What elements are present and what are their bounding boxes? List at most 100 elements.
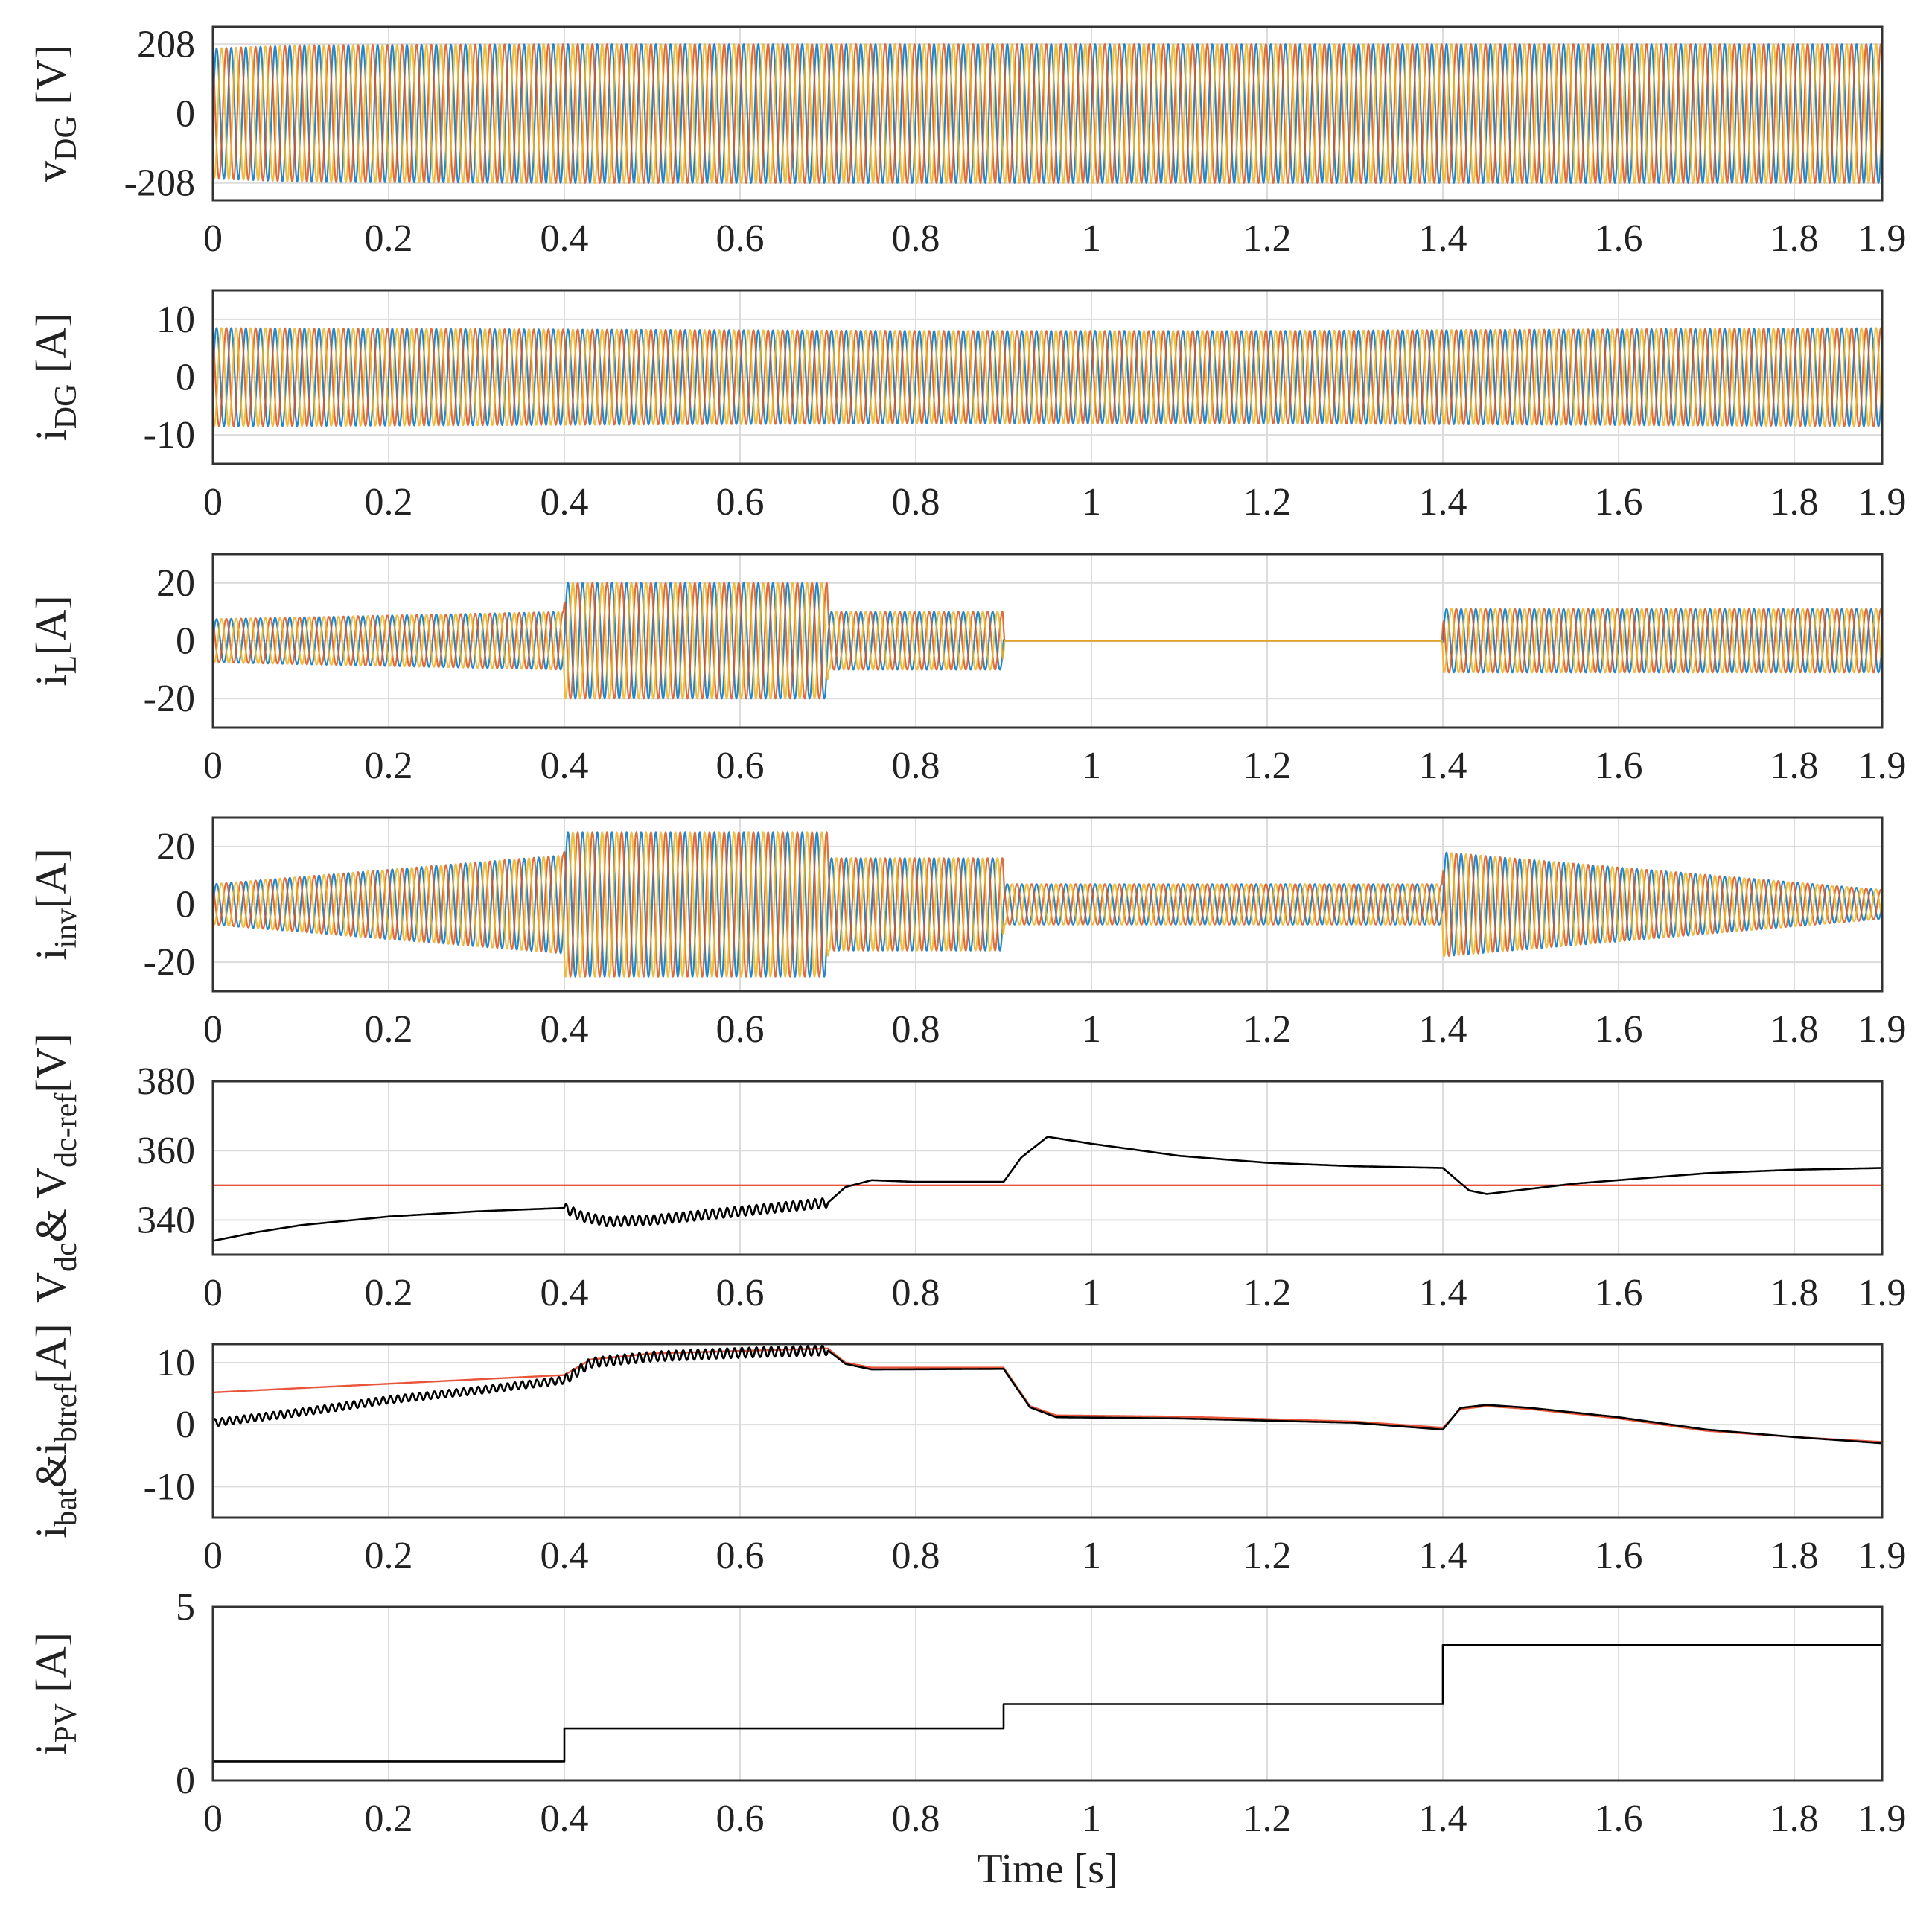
panel-ibat: 0 0.2 0.4 0.6 0.8 1 1.2 1.4 1.6 1.8 1.9100-10ibat&… — [27, 1323, 1907, 1577]
x-tick-label: 1.9 — [1858, 745, 1907, 787]
x-tick-label: 1.2 — [1243, 481, 1292, 523]
plot-border — [211, 1605, 1884, 1782]
series-group — [213, 582, 1882, 700]
x-tick-label: 0.4 — [541, 1008, 589, 1051]
x-tick-label: 0.8 — [892, 217, 940, 260]
x-tick-label: 0.2 — [365, 481, 413, 523]
y-tick-label: 20 — [156, 562, 195, 605]
x-tick-label: 1.9 — [1858, 217, 1907, 260]
x-tick-label: 0.6 — [716, 1798, 765, 1840]
x-tick-label: 1.8 — [1770, 1272, 1819, 1314]
series-i-bat — [213, 1344, 1882, 1445]
x-axis-label: Time [s] — [977, 1846, 1118, 1892]
x-tick-label: 0.6 — [716, 217, 765, 260]
y-axis-label: ibat&ibtref[A] — [27, 1323, 83, 1538]
y-tick-label: 380 — [137, 1060, 195, 1103]
y-tick-label: 360 — [137, 1130, 195, 1172]
x-tick-label: 0.6 — [716, 481, 765, 523]
x-tick-label: 0.4 — [541, 217, 589, 260]
plot-area — [211, 1343, 1884, 1519]
x-tick-label: 1.4 — [1419, 1008, 1467, 1051]
x-tick-label: 0.2 — [365, 1535, 413, 1577]
x-tick-label: 1 — [1082, 745, 1101, 787]
y-tick-label: 10 — [156, 1342, 195, 1384]
x-tick-label: 1 — [1082, 1272, 1101, 1314]
x-tick-label: 0.4 — [541, 1272, 589, 1314]
y-tick-label: 208 — [137, 23, 195, 66]
x-tick-label: 1.2 — [1243, 1272, 1292, 1314]
series-i-btref — [213, 1347, 1882, 1443]
panel-iinv: 0 0.2 0.4 0.6 0.8 1 1.2 1.4 1.6 1.8 1.9200-20iinv[… — [27, 816, 1907, 1051]
x-tick-label: 1.9 — [1858, 1272, 1907, 1314]
panel-vdc: 0 0.2 0.4 0.6 0.8 1 1.2 1.4 1.6 1.8 1.9 380 360 340 Vd… — [27, 1033, 1907, 1314]
series-group — [213, 327, 1882, 427]
x-tick-label: 1.2 — [1243, 745, 1292, 787]
x-tick-label: 1.6 — [1595, 1008, 1643, 1051]
plot-border — [211, 816, 1884, 993]
x-tick-label: 1.9 — [1858, 1535, 1907, 1577]
series-group — [213, 43, 1882, 184]
plot-border — [211, 1343, 1884, 1519]
y-tick-label: 0 — [176, 620, 195, 663]
x-tick-label: 0.4 — [541, 1535, 589, 1577]
series-phase-c — [213, 327, 1882, 427]
plot-area — [211, 1080, 1884, 1256]
plot-border — [211, 25, 1884, 202]
series-phase-b — [213, 327, 1882, 427]
x-tick-label: 0.6 — [716, 745, 765, 787]
series-v-dc — [213, 1136, 1882, 1242]
plot-border — [211, 553, 1884, 729]
series-phase-c — [213, 831, 1882, 978]
x-tick-label: 0 — [203, 1798, 223, 1840]
x-tick-label: 1.4 — [1419, 745, 1467, 787]
y-tick-label: 10 — [156, 299, 195, 341]
x-tick-label: 0.4 — [541, 745, 589, 787]
series-phase-b — [213, 43, 1882, 184]
x-tick-label: 1.4 — [1419, 217, 1467, 260]
x-tick-label: 0.6 — [716, 1008, 765, 1051]
x-tick-label: 0 — [203, 1008, 223, 1051]
x-tick-label: 0.2 — [365, 1798, 413, 1840]
x-tick-label: 0.8 — [892, 1008, 940, 1051]
x-tick-label: 1.2 — [1243, 217, 1292, 260]
x-tick-label: 0.8 — [892, 1272, 940, 1314]
x-tick-label: 1.9 — [1858, 481, 1907, 523]
x-tick-label: 0.8 — [892, 1535, 940, 1577]
series-phase-c — [213, 43, 1882, 184]
series-i-pv — [213, 1644, 1882, 1763]
x-tick-label: 0 — [203, 1272, 223, 1314]
y-tick-label: 0 — [176, 1404, 195, 1446]
series-phase-a — [213, 831, 1882, 978]
x-tick-label: 0.2 — [365, 217, 413, 260]
y-axis-label: iinv[A] — [27, 848, 83, 960]
x-tick-label: 1.2 — [1243, 1008, 1292, 1051]
y-tick-label: -10 — [144, 1465, 195, 1508]
x-tick-label: 0.8 — [892, 745, 940, 787]
x-tick-label: 1.6 — [1595, 1272, 1643, 1314]
x-tick-label: 1.8 — [1770, 1535, 1819, 1577]
plot-area — [211, 1605, 1884, 1782]
x-tick-label: 1 — [1082, 1535, 1101, 1577]
x-tick-label: 0 — [203, 481, 223, 523]
x-tick-label: 1.8 — [1770, 481, 1819, 523]
y-tick-label: 5 — [176, 1586, 195, 1629]
panel-vdg: 0 0.2 0.4 0.6 0.8 1 1.2 1.4 1.6 1.8 1.92080-208vDG… — [27, 23, 1907, 260]
series-phase-b — [213, 831, 1882, 978]
x-tick-label: 1.2 — [1243, 1798, 1292, 1840]
y-axis-label: iL[A] — [27, 595, 83, 686]
x-tick-label: 1.4 — [1419, 481, 1467, 523]
y-tick-label: 0 — [176, 357, 195, 399]
x-tick-label: 1.4 — [1419, 1798, 1467, 1840]
series-phase-c — [213, 582, 1882, 700]
x-tick-label: 0.2 — [365, 1272, 413, 1314]
y-tick-label: 20 — [156, 826, 195, 868]
x-tick-label: 0 — [203, 1535, 223, 1577]
x-tick-label: 1.8 — [1770, 1008, 1819, 1051]
x-tick-label: 1.6 — [1595, 217, 1643, 260]
x-tick-label: 1.4 — [1419, 1272, 1467, 1314]
x-tick-label: 1.9 — [1858, 1798, 1907, 1840]
x-tick-label: 0.8 — [892, 1798, 940, 1840]
y-tick-label: 0 — [176, 884, 195, 926]
